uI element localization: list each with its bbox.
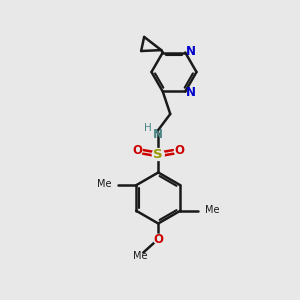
- Text: O: O: [174, 144, 184, 158]
- Circle shape: [132, 146, 142, 156]
- Text: Me: Me: [97, 179, 112, 189]
- Circle shape: [152, 148, 164, 160]
- Text: O: O: [132, 144, 142, 158]
- Text: Me: Me: [133, 251, 148, 261]
- Circle shape: [153, 234, 163, 244]
- Text: N: N: [186, 85, 196, 99]
- Circle shape: [175, 146, 184, 156]
- Text: N: N: [186, 45, 196, 58]
- Text: Me: Me: [205, 205, 219, 214]
- Text: O: O: [153, 232, 163, 246]
- Text: H: H: [145, 123, 152, 134]
- Text: N: N: [153, 128, 163, 142]
- Text: S: S: [153, 148, 163, 161]
